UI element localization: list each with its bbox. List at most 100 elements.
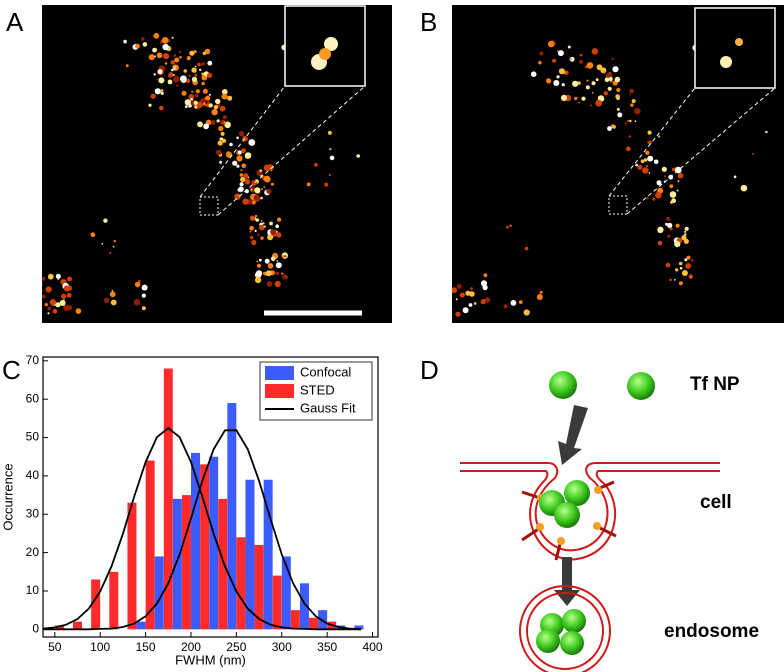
spot xyxy=(612,125,616,129)
bar xyxy=(254,544,264,630)
spot xyxy=(256,260,259,263)
spot xyxy=(655,191,662,199)
spot xyxy=(589,104,593,107)
spot xyxy=(260,220,263,222)
spot xyxy=(202,102,206,106)
spot xyxy=(197,107,200,110)
spot xyxy=(664,175,666,178)
bar xyxy=(299,583,309,630)
bar xyxy=(72,621,82,630)
spot xyxy=(356,154,361,158)
spot xyxy=(142,42,148,47)
spot xyxy=(109,251,112,254)
spot xyxy=(249,231,252,233)
spot xyxy=(204,48,211,55)
spot xyxy=(509,224,512,227)
spot xyxy=(270,182,274,186)
spot xyxy=(197,121,203,128)
bar xyxy=(200,464,210,630)
spot xyxy=(237,188,242,192)
inset xyxy=(694,7,776,89)
spot xyxy=(220,131,225,136)
spot xyxy=(657,240,663,246)
spot xyxy=(626,119,630,123)
y-tick-label: 20 xyxy=(26,545,40,559)
spot xyxy=(560,94,568,101)
zoom-line xyxy=(626,87,776,215)
spot xyxy=(215,98,221,105)
y-axis-title: Occurrence xyxy=(0,463,15,530)
spot xyxy=(236,155,243,162)
bar xyxy=(309,617,319,630)
spot xyxy=(250,235,254,240)
spot xyxy=(669,278,672,282)
spot xyxy=(201,62,205,66)
spot xyxy=(281,255,285,258)
spot xyxy=(482,284,488,291)
spot xyxy=(470,287,473,290)
spot xyxy=(197,62,201,67)
spot xyxy=(595,99,603,107)
spot xyxy=(645,164,649,168)
x-tick-label: 400 xyxy=(363,640,383,654)
spot xyxy=(634,107,641,115)
spot xyxy=(45,286,52,293)
spot xyxy=(282,274,287,280)
spot xyxy=(685,263,692,269)
spot xyxy=(112,245,115,248)
spot xyxy=(616,107,620,111)
spot xyxy=(193,100,198,105)
x-tick-label: 50 xyxy=(48,640,62,654)
spot xyxy=(181,90,187,96)
spot xyxy=(468,303,473,307)
spot xyxy=(260,196,263,200)
spot xyxy=(219,160,223,164)
spot xyxy=(234,193,241,200)
panel-label: D xyxy=(420,355,439,385)
plot-frame xyxy=(42,356,379,638)
spot xyxy=(157,69,163,75)
fit-curve xyxy=(43,426,362,631)
y-tick-label: 70 xyxy=(26,353,40,367)
membrane xyxy=(460,470,720,561)
spot xyxy=(689,276,693,279)
spot xyxy=(222,138,227,143)
bar xyxy=(54,625,64,630)
bar xyxy=(154,556,164,630)
spot xyxy=(239,173,243,177)
x-tick-label: 300 xyxy=(272,640,292,654)
spot xyxy=(631,99,636,104)
spot xyxy=(201,81,205,86)
spot xyxy=(483,273,488,278)
spot xyxy=(629,88,634,94)
spot xyxy=(195,89,200,94)
spot xyxy=(263,271,267,276)
spot xyxy=(503,304,508,309)
spot xyxy=(141,284,148,291)
spot xyxy=(661,166,667,172)
diagram-label: endosome xyxy=(664,621,759,642)
spot xyxy=(184,99,192,106)
bar xyxy=(245,479,255,630)
spot xyxy=(656,180,662,186)
spot xyxy=(160,91,164,95)
spot xyxy=(141,37,145,41)
spot xyxy=(595,78,599,82)
spot xyxy=(262,222,265,225)
roi xyxy=(199,196,219,216)
spot xyxy=(266,188,272,194)
spot xyxy=(539,51,544,56)
spot xyxy=(524,246,529,251)
spot xyxy=(523,309,530,316)
bar xyxy=(281,556,291,630)
spot xyxy=(229,142,233,147)
spot xyxy=(643,158,648,162)
spot xyxy=(673,279,676,281)
spot xyxy=(277,217,282,222)
spot xyxy=(125,64,129,68)
spot xyxy=(267,234,274,241)
spot xyxy=(617,112,623,118)
spot xyxy=(611,57,614,60)
spot xyxy=(133,298,141,306)
spot xyxy=(55,273,61,279)
